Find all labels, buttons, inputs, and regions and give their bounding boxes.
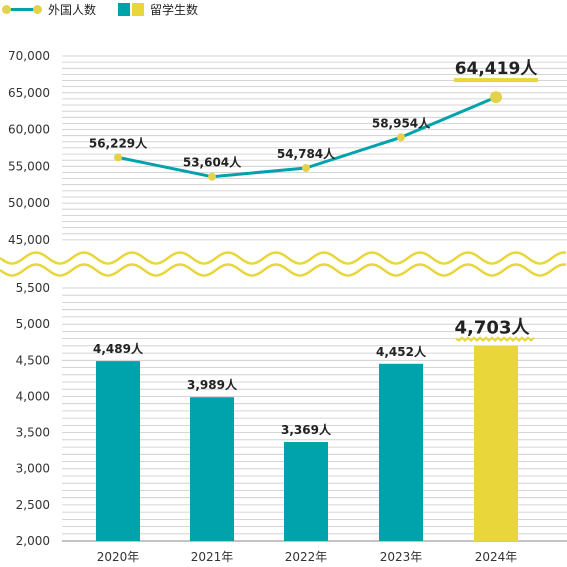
x-axis-ticks: 2020年 2021年 2022年 2023年 2024年: [97, 550, 518, 564]
legend-item-line: 外国人数: [0, 1, 96, 18]
legend-swatch-teal: [118, 2, 131, 16]
legend-label-line: 外国人数: [48, 2, 97, 17]
x-tick-label: 2024年: [475, 550, 518, 564]
line-point: [490, 91, 502, 104]
y-tick-label: 5,000: [16, 317, 50, 331]
legend-line-stroke: [6, 8, 38, 11]
line-value-label: 58,954人: [372, 115, 431, 130]
legend-swatch-yellow: [132, 2, 145, 16]
chart-legend: 外国人数 留学生数: [0, 0, 220, 18]
y-tick-label: 4,500: [16, 353, 50, 367]
bar-value-label: 4,489人: [93, 341, 144, 356]
y-tick-label: 3,000: [16, 462, 50, 476]
line-value-label: 64,419人: [455, 59, 539, 79]
legend-line-icon: [2, 2, 42, 16]
x-tick-label: 2021年: [191, 550, 234, 564]
y-axis-ticks: 70,000 65,000 60,000 55,000 50,000 45,000 5,50…: [8, 49, 50, 548]
axis-break-fill: [0, 252, 567, 276]
y-tick-label: 2,500: [16, 498, 50, 512]
bar-value-label: 3,989人: [187, 377, 238, 392]
y-tick-label: 65,000: [8, 86, 50, 100]
y-tick-label: 55,000: [8, 159, 50, 173]
bar-series: 4,489人 3,989人 3,369人 4,452人 4,703人: [93, 318, 535, 541]
bar: [96, 361, 140, 541]
axis-break-wave: [0, 251, 567, 265]
line-label-highlight: [454, 78, 538, 83]
bar-value-label: 4,452人: [376, 344, 427, 359]
line-value-label: 53,604人: [183, 155, 242, 170]
legend-item-bars: 留学生数: [118, 1, 198, 18]
y-tick-label: 2,000: [16, 534, 50, 548]
line-point: [208, 172, 216, 181]
bar: [284, 442, 328, 541]
x-tick-label: 2023年: [380, 550, 423, 564]
y-tick-label: 45,000: [8, 233, 50, 247]
line-point: [397, 133, 405, 142]
legend-dot-right: [33, 5, 42, 14]
legend-label-bars: 留学生数: [150, 2, 199, 17]
line-point: [114, 153, 122, 162]
line-value-label: 54,784人: [277, 146, 336, 161]
y-tick-label: 5,500: [16, 281, 50, 295]
line-point: [302, 164, 310, 172]
axis-break: [0, 251, 567, 277]
bar-label-highlight: [455, 336, 535, 343]
bar: [379, 363, 423, 541]
y-tick-label: 3,500: [16, 426, 50, 440]
axis-break-wave: [0, 263, 567, 277]
x-tick-label: 2020年: [97, 550, 140, 564]
bar: [474, 345, 518, 541]
bar: [190, 397, 234, 541]
y-tick-label: 4,000: [16, 389, 50, 403]
line-value-label: 56,229人: [89, 135, 148, 150]
y-tick-label: 70,000: [8, 49, 50, 63]
legend-dot-left: [2, 5, 11, 14]
bar-value-label: 3,369人: [281, 422, 332, 437]
y-tick-label: 60,000: [8, 123, 50, 137]
y-tick-label: 50,000: [8, 196, 50, 210]
bar-value-label: 4,703人: [455, 318, 531, 339]
line-series: 56,229人 53,604人 54,784人 58,954人 64,419人: [89, 59, 538, 181]
x-tick-label: 2022年: [285, 550, 328, 564]
